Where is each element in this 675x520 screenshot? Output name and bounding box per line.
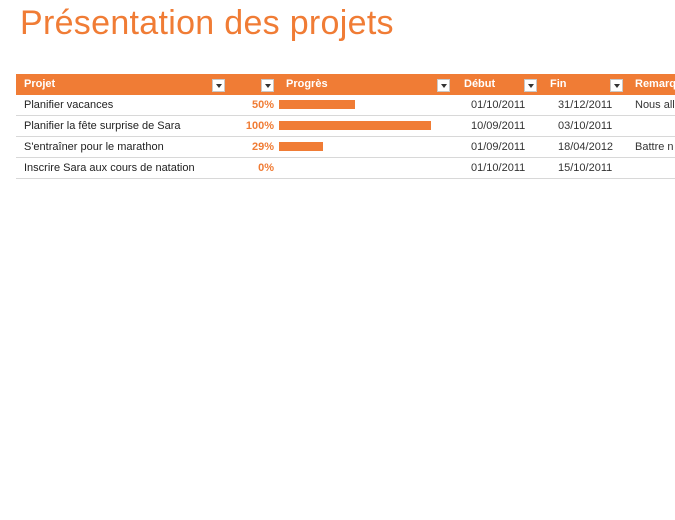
progress-bar bbox=[279, 121, 431, 130]
cell-percent: 100% bbox=[245, 120, 274, 132]
cell-projet: Planifier vacances bbox=[24, 99, 114, 111]
progress-bar-fill bbox=[279, 100, 355, 109]
header-debut: Début bbox=[464, 78, 496, 90]
cell-percent: 50% bbox=[251, 99, 274, 111]
filter-dropdown-percent-icon[interactable] bbox=[261, 79, 274, 92]
cell-remarque: Nous all bbox=[635, 99, 675, 111]
cell-projet: Inscrire Sara aux cours de natation bbox=[24, 162, 195, 174]
cell-fin: 03/10/2011 bbox=[558, 120, 613, 132]
progress-bar bbox=[279, 100, 431, 109]
cell-fin: 15/10/2011 bbox=[558, 162, 613, 174]
cell-debut: 01/10/2011 bbox=[471, 162, 526, 174]
table-header: Projet Progrès Début Fin Remarq bbox=[16, 74, 675, 95]
progress-bar bbox=[279, 163, 431, 172]
table-row[interactable]: S'entraîner pour le marathon 29% 01/09/2… bbox=[16, 137, 675, 158]
header-projet: Projet bbox=[24, 78, 56, 90]
cell-fin: 18/04/2012 bbox=[558, 141, 614, 153]
filter-dropdown-debut-icon[interactable] bbox=[524, 79, 537, 92]
cell-debut: 01/10/2011 bbox=[471, 99, 526, 111]
cell-debut: 01/09/2011 bbox=[471, 141, 526, 153]
cell-projet: Planifier la fête surprise de Sara bbox=[24, 120, 181, 132]
cell-remarque: Battre n bbox=[635, 141, 674, 153]
cell-fin: 31/12/2011 bbox=[558, 99, 613, 111]
cell-percent: 0% bbox=[258, 162, 274, 174]
header-fin: Fin bbox=[550, 78, 567, 90]
progress-bar bbox=[279, 142, 431, 151]
progress-bar-fill bbox=[279, 142, 324, 151]
table-row[interactable]: Inscrire Sara aux cours de natation 0% 0… bbox=[16, 158, 675, 179]
header-remarques: Remarq bbox=[635, 78, 675, 90]
header-progres: Progrès bbox=[286, 78, 328, 90]
projects-table: Projet Progrès Début Fin Remarq Planifie… bbox=[16, 74, 675, 179]
cell-projet: S'entraîner pour le marathon bbox=[24, 141, 164, 153]
cell-debut: 10/09/2011 bbox=[471, 120, 526, 132]
filter-dropdown-fin-icon[interactable] bbox=[610, 79, 623, 92]
filter-dropdown-projet-icon[interactable] bbox=[212, 79, 225, 92]
table-row[interactable]: Planifier la fête surprise de Sara 100% … bbox=[16, 116, 675, 137]
table-row[interactable]: Planifier vacances 50% 01/10/2011 31/12/… bbox=[16, 95, 675, 116]
page-title: Présentation des projets bbox=[20, 4, 394, 42]
filter-dropdown-progres-icon[interactable] bbox=[437, 79, 450, 92]
progress-bar-fill bbox=[279, 121, 431, 130]
cell-percent: 29% bbox=[251, 141, 274, 153]
